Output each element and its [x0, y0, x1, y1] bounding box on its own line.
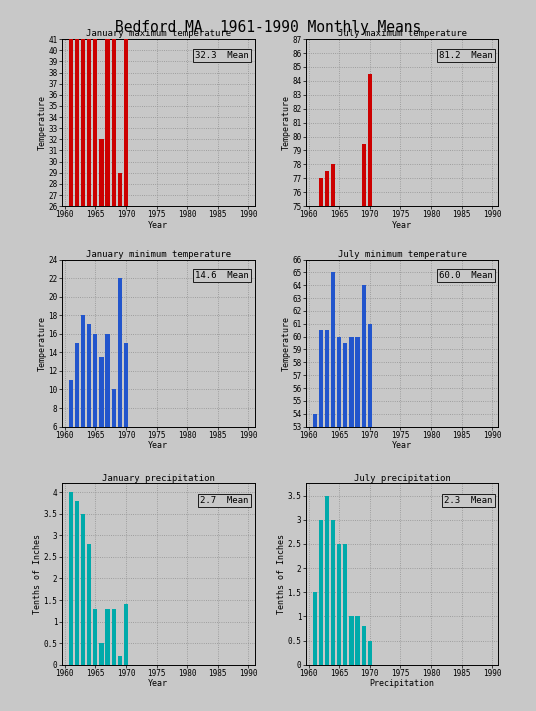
Bar — [81, 0, 85, 496]
Bar — [106, 0, 110, 496]
Text: 81.2  Mean: 81.2 Mean — [439, 50, 493, 60]
Bar — [124, 343, 128, 482]
Bar — [312, 592, 317, 665]
Bar — [118, 173, 122, 496]
Bar — [93, 333, 98, 482]
Text: 2.3  Mean: 2.3 Mean — [444, 496, 493, 506]
Bar — [69, 492, 73, 665]
Bar — [349, 336, 354, 711]
Y-axis label: Temperature: Temperature — [38, 95, 47, 150]
Bar — [331, 272, 335, 711]
Bar — [355, 336, 360, 711]
Title: January precipitation: January precipitation — [102, 474, 214, 483]
Bar — [331, 164, 335, 711]
Bar — [337, 544, 341, 665]
Bar — [93, 0, 98, 496]
X-axis label: Year: Year — [148, 441, 168, 450]
Bar — [111, 0, 116, 496]
Bar — [325, 496, 329, 665]
Bar — [319, 178, 323, 711]
Bar — [362, 626, 366, 665]
Bar — [355, 387, 360, 711]
Bar — [325, 330, 329, 711]
Bar — [69, 0, 73, 496]
Bar — [355, 616, 360, 665]
Bar — [319, 520, 323, 665]
Text: 60.0  Mean: 60.0 Mean — [439, 271, 493, 280]
Bar — [99, 357, 103, 482]
Bar — [343, 387, 347, 711]
Bar — [343, 343, 347, 711]
Bar — [362, 285, 366, 711]
Title: July precipitation: July precipitation — [354, 474, 450, 483]
Bar — [106, 609, 110, 665]
Title: January minimum temperature: January minimum temperature — [86, 250, 230, 259]
Bar — [99, 139, 103, 496]
Bar — [368, 74, 372, 711]
Bar — [349, 338, 354, 711]
Bar — [87, 544, 91, 665]
Bar — [312, 401, 317, 711]
Text: 14.6  Mean: 14.6 Mean — [195, 271, 249, 280]
Bar — [124, 0, 128, 496]
X-axis label: Year: Year — [148, 220, 168, 230]
Bar — [337, 336, 341, 711]
Bar — [312, 414, 317, 711]
Title: July maximum temperature: July maximum temperature — [338, 29, 466, 38]
Y-axis label: Temperature: Temperature — [282, 316, 291, 370]
X-axis label: Year: Year — [392, 220, 412, 230]
X-axis label: Year: Year — [148, 679, 168, 688]
Bar — [343, 544, 347, 665]
Bar — [93, 609, 98, 665]
X-axis label: Year: Year — [392, 441, 412, 450]
Bar — [325, 171, 329, 711]
Bar — [106, 333, 110, 482]
Bar — [75, 501, 79, 665]
Bar — [111, 390, 116, 482]
Bar — [319, 330, 323, 711]
Bar — [118, 278, 122, 482]
Bar — [368, 324, 372, 711]
Bar — [118, 656, 122, 665]
Title: July minimum temperature: July minimum temperature — [338, 250, 466, 259]
Text: Bedford MA  1961-1990 Monthly Means: Bedford MA 1961-1990 Monthly Means — [115, 20, 421, 35]
Bar — [87, 0, 91, 496]
Text: 2.7  Mean: 2.7 Mean — [200, 496, 249, 506]
Bar — [331, 520, 335, 665]
Text: 32.3  Mean: 32.3 Mean — [195, 50, 249, 60]
Y-axis label: Temperature: Temperature — [282, 95, 291, 150]
Bar — [111, 609, 116, 665]
Bar — [368, 641, 372, 665]
Bar — [75, 0, 79, 496]
Bar — [81, 315, 85, 482]
Bar — [349, 616, 354, 665]
Y-axis label: Tenths of Inches: Tenths of Inches — [33, 534, 42, 614]
Bar — [99, 643, 103, 665]
Bar — [362, 144, 366, 711]
Bar — [124, 604, 128, 665]
X-axis label: Precipitation: Precipitation — [369, 679, 435, 688]
Y-axis label: Tenths of Inches: Tenths of Inches — [277, 534, 286, 614]
Y-axis label: Temperature: Temperature — [38, 316, 47, 370]
Bar — [75, 343, 79, 482]
Bar — [87, 324, 91, 482]
Bar — [69, 380, 73, 482]
Title: January maximum temperature: January maximum temperature — [86, 29, 230, 38]
Bar — [337, 408, 341, 711]
Bar — [81, 513, 85, 665]
